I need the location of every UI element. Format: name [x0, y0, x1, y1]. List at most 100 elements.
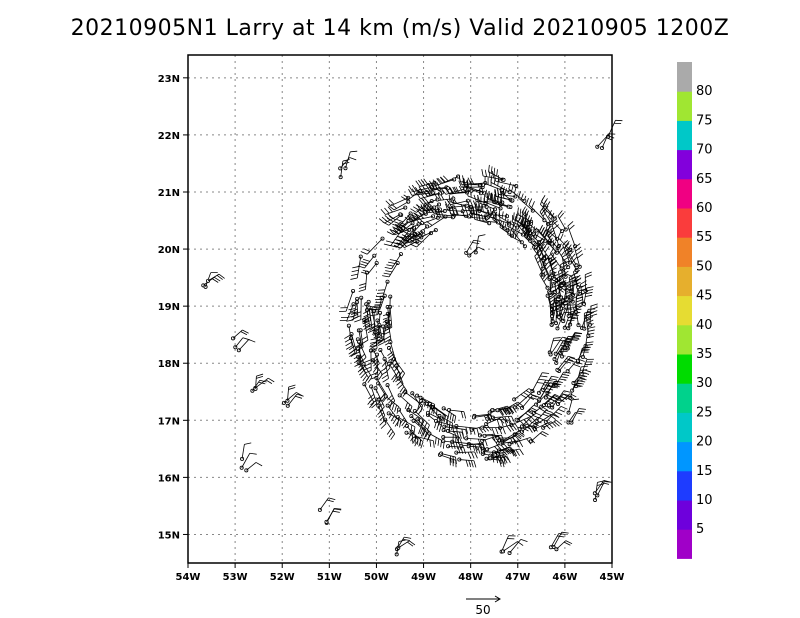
wind-barb-feather: [564, 273, 572, 277]
wind-barb-feather: [545, 379, 553, 382]
wind-barb-shaft: [475, 235, 479, 253]
wind-barb-feather: [386, 264, 394, 267]
wind-barb-feather: [385, 270, 393, 273]
colorbar-label: 30: [696, 376, 713, 391]
wind-barb-feather: [519, 220, 524, 228]
wind-barb-feather: [430, 182, 435, 190]
wind-barb-feather: [452, 442, 456, 449]
wind-barb-feather: [498, 209, 501, 217]
wind-barb-feather: [508, 182, 512, 190]
wind-barb-feather: [584, 369, 592, 373]
wind-barb-feather: [542, 210, 548, 217]
wind-barb-feather: [544, 382, 552, 384]
wind-barb-feather: [561, 342, 569, 345]
wind-barb-feather: [544, 260, 550, 267]
wind-barb-feather: [363, 325, 370, 330]
wind-barb-feather: [390, 359, 396, 366]
wind-barb-feather: [477, 443, 483, 451]
wind-barb-feather: [350, 308, 358, 313]
wind-barb-feather: [351, 311, 358, 315]
wind-barb-feather: [526, 438, 532, 445]
wind-barb-feather: [363, 258, 370, 262]
wind-barb-feather: [418, 179, 423, 186]
wind-barb-feather: [356, 346, 364, 352]
wind-barb-feather: [350, 273, 358, 276]
wind-barb-feather: [334, 507, 342, 510]
wind-barb-feather: [564, 241, 570, 248]
wind-barb-feather: [515, 449, 520, 456]
wind-barb-feather: [478, 204, 481, 212]
wind-barb-feather: [352, 266, 360, 269]
wind-barb-feather: [555, 411, 563, 416]
wind-barb-feather: [387, 351, 394, 357]
wind-barb-feather: [472, 242, 480, 245]
wind-barb-feather: [549, 232, 555, 238]
wind-barb-feather: [488, 191, 490, 199]
wind-barb-feather: [561, 297, 569, 300]
wind-barb-shaft: [384, 214, 401, 224]
wind-barb-feather: [386, 231, 394, 236]
wind-barb-shaft: [365, 272, 368, 290]
x-tick-label: 48W: [458, 572, 483, 583]
wind-barb-feather: [353, 355, 361, 360]
wind-barb-feather: [547, 422, 554, 429]
wind-barb-feather: [378, 218, 385, 224]
wind-barb-feather: [499, 452, 502, 460]
x-tick-label: 46W: [552, 572, 577, 583]
wind-barb-feather: [377, 374, 383, 381]
wind-barb-feather: [425, 189, 431, 196]
wind-barb-feather: [474, 451, 478, 459]
wind-barb-feather: [402, 538, 410, 541]
wind-barb-feather: [422, 204, 429, 210]
wind-barb-feather: [540, 253, 547, 260]
wind-barb-feather: [543, 384, 551, 386]
wind-barb-feather: [530, 393, 537, 398]
wind-barb-feather: [495, 452, 499, 460]
wind-barb-feather: [351, 313, 358, 318]
wind-barb-feather: [494, 189, 497, 197]
wind-barb-feather: [423, 422, 428, 430]
wind-barb-feather: [510, 449, 515, 457]
wind-barb-feather: [455, 207, 458, 215]
wind-barb-feather: [549, 267, 557, 272]
wind-barb-feather: [412, 241, 420, 245]
wind-barb-feather: [584, 315, 592, 320]
wind-barb-feather: [395, 377, 401, 383]
wind-barb-feather: [361, 318, 369, 323]
colorbar-label: 45: [696, 289, 713, 304]
x-tick-label: 52W: [270, 572, 295, 583]
wind-barb-feather: [369, 341, 377, 344]
wind-barb-feather: [540, 197, 544, 205]
wind-barb-feather: [584, 318, 592, 322]
wind-barb-feather: [423, 206, 428, 213]
wind-barb-feather: [382, 275, 390, 278]
wind-barb-feather: [427, 182, 432, 190]
wind-barb-feather: [552, 383, 560, 386]
wind-barb-feather: [365, 327, 373, 332]
wind-barb-shaft: [255, 377, 269, 389]
wind-barb-feather: [433, 404, 436, 412]
wind-barb-feather: [360, 357, 367, 363]
wind-barb-station: [406, 199, 411, 204]
wind-barb-feather: [372, 366, 378, 373]
wind-barb-feather: [574, 243, 581, 249]
wind-barb-feather: [484, 169, 487, 177]
wind-barb-feather: [558, 533, 566, 535]
wind-barb-feather: [575, 384, 583, 387]
wind-barb-shaft: [465, 240, 474, 254]
wind-barb-feather: [370, 347, 378, 352]
wind-barb-feather: [401, 196, 408, 201]
wind-barb-feather: [504, 213, 507, 221]
wind-barb-feather: [471, 451, 475, 459]
wind-barb-shaft: [456, 425, 477, 429]
wind-barb-feather: [528, 217, 533, 224]
wind-barb-feather: [578, 380, 586, 383]
wind-barb-feather: [542, 257, 549, 264]
wind-barb-feather: [371, 375, 378, 380]
wind-barb-feather: [363, 316, 371, 321]
wind-barb-feather: [344, 338, 352, 343]
wind-barb-feather: [349, 352, 356, 358]
wind-barb-feather: [585, 294, 593, 298]
wind-barb-feather: [363, 248, 371, 252]
